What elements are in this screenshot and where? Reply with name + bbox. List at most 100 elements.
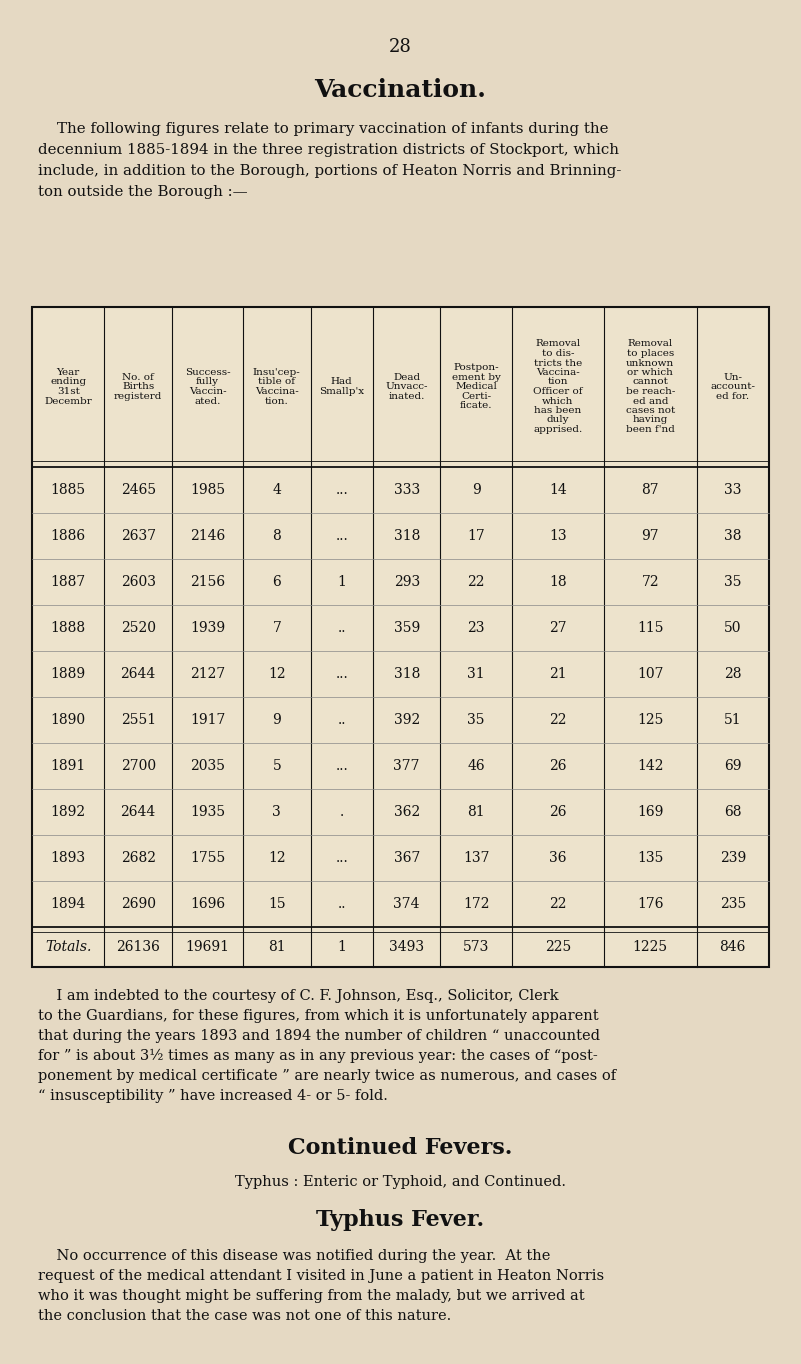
Text: request of the medical attendant I visited in June a patient in Heaton Norris: request of the medical attendant I visit… [38,1269,604,1284]
Text: 2644: 2644 [121,667,156,681]
Text: 1890: 1890 [50,713,86,727]
Text: 1696: 1696 [190,898,225,911]
Text: ...: ... [336,851,348,865]
Text: registerd: registerd [114,391,163,401]
Text: ...: ... [336,758,348,773]
Text: 1888: 1888 [50,621,86,636]
Text: 19691: 19691 [186,940,230,953]
Text: 35: 35 [724,576,742,589]
Text: 36: 36 [549,851,566,865]
Text: 26: 26 [549,758,566,773]
Text: that during the years 1893 and 1894 the number of children “ unaccounted: that during the years 1893 and 1894 the … [38,1028,600,1043]
Text: 142: 142 [637,758,663,773]
Text: account-: account- [710,382,755,391]
Text: 14: 14 [549,483,567,496]
Text: 125: 125 [637,713,663,727]
Text: 1889: 1889 [50,667,86,681]
Text: Removal: Removal [535,340,581,348]
Text: 5: 5 [272,758,281,773]
Text: Vaccin-: Vaccin- [189,387,227,396]
Text: Births: Births [122,382,155,391]
Text: 35: 35 [467,713,485,727]
Text: I am indebted to the courtesy of C. F. Johnson, Esq., Solicitor, Clerk: I am indebted to the courtesy of C. F. J… [38,989,558,1003]
Text: “ insusceptibility ” have increased 4- or 5- fold.: “ insusceptibility ” have increased 4- o… [38,1088,388,1103]
Text: ated.: ated. [195,397,221,405]
Text: 137: 137 [463,851,489,865]
Text: Officer of: Officer of [533,387,582,396]
Text: to dis-: to dis- [541,349,574,357]
Text: Un-: Un- [723,372,743,382]
Text: having: having [633,416,668,424]
Text: 18: 18 [549,576,566,589]
Text: 1: 1 [337,940,346,953]
Text: 4: 4 [272,483,281,496]
Text: ..: .. [337,713,346,727]
Text: 3493: 3493 [389,940,425,953]
Text: be reach-: be reach- [626,387,675,396]
Text: 81: 81 [268,940,286,953]
Text: 374: 374 [393,898,420,911]
Text: 2644: 2644 [121,805,156,818]
Text: 2035: 2035 [190,758,225,773]
Text: 239: 239 [719,851,746,865]
Text: 225: 225 [545,940,571,953]
Text: 1225: 1225 [633,940,668,953]
Text: 87: 87 [642,483,659,496]
Text: inated.: inated. [388,391,425,401]
Text: 1939: 1939 [190,621,225,636]
Text: tricts the: tricts the [533,359,582,367]
Text: 1935: 1935 [190,805,225,818]
Text: 1894: 1894 [50,898,86,911]
Text: tion.: tion. [265,397,288,405]
Text: Typhus : Enteric or Typhoid, and Continued.: Typhus : Enteric or Typhoid, and Continu… [235,1174,566,1189]
Text: 50: 50 [724,621,742,636]
Text: 81: 81 [467,805,485,818]
Text: Certi-: Certi- [461,391,491,401]
Text: ed for.: ed for. [716,391,750,401]
Text: tion: tion [548,378,568,386]
Text: 235: 235 [719,898,746,911]
Text: or which: or which [627,368,674,376]
Text: ..: .. [337,621,346,636]
Text: 38: 38 [724,529,742,543]
Text: Vaccina-: Vaccina- [536,368,580,376]
Text: 1: 1 [337,576,346,589]
Text: 1891: 1891 [50,758,86,773]
Text: 2603: 2603 [121,576,155,589]
Text: 31: 31 [467,667,485,681]
Text: 7: 7 [272,621,281,636]
Text: to places: to places [626,349,674,357]
Text: 2551: 2551 [121,713,155,727]
Text: 12: 12 [268,851,286,865]
Text: 107: 107 [637,667,663,681]
Text: 72: 72 [642,576,659,589]
Text: Vaccina-: Vaccina- [255,387,299,396]
Text: 359: 359 [393,621,420,636]
Text: 15: 15 [268,898,286,911]
Text: which: which [542,397,574,405]
Text: 1887: 1887 [50,576,86,589]
Text: 392: 392 [393,713,420,727]
Text: 12: 12 [268,667,286,681]
Text: Smallp'x: Smallp'x [320,387,364,396]
Text: 2156: 2156 [190,576,225,589]
Text: Year: Year [57,368,80,376]
Text: Unvacc-: Unvacc- [385,382,428,391]
Text: include, in addition to the Borough, portions of Heaton Norris and Brinning-: include, in addition to the Borough, por… [38,164,622,177]
Text: cannot: cannot [633,378,668,386]
Text: Removal: Removal [628,340,673,348]
Text: 8: 8 [272,529,281,543]
Text: fully: fully [196,378,219,386]
Text: Totals.: Totals. [45,940,91,953]
Text: Vaccination.: Vaccination. [315,78,486,102]
Text: 176: 176 [637,898,663,911]
Text: 27: 27 [549,621,566,636]
Text: Dead: Dead [393,372,421,382]
Text: has been: has been [534,406,582,415]
Text: 135: 135 [637,851,663,865]
Text: ton outside the Borough :—: ton outside the Borough :— [38,186,248,199]
Text: 9: 9 [472,483,481,496]
Text: 22: 22 [549,898,566,911]
Text: ponement by medical certificate ” are nearly twice as numerous, and cases of: ponement by medical certificate ” are ne… [38,1069,616,1083]
Text: 3: 3 [272,805,281,818]
